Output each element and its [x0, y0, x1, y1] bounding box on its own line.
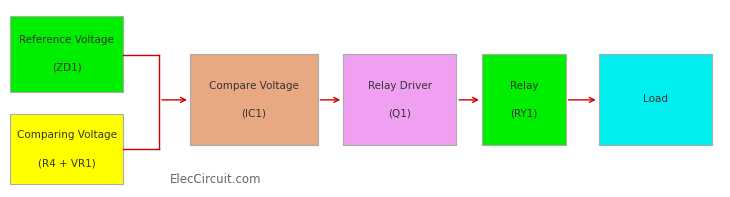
Text: ElecCircuit.com: ElecCircuit.com	[169, 173, 261, 186]
Text: Load: Load	[642, 95, 668, 104]
Text: Relay: Relay	[510, 81, 538, 91]
Bar	[190, 54, 318, 145]
Text: (Q1): (Q1)	[388, 108, 411, 118]
Text: Compare Voltage: Compare Voltage	[209, 81, 299, 91]
Text: (ZD1): (ZD1)	[52, 62, 82, 72]
Text: (IC1): (IC1)	[241, 108, 266, 118]
Bar	[599, 54, 712, 145]
Text: (R4 + VR1): (R4 + VR1)	[38, 158, 96, 168]
Bar	[343, 54, 456, 145]
Text: Comparing Voltage: Comparing Voltage	[17, 130, 117, 140]
Text: (RY1): (RY1)	[510, 108, 537, 118]
Bar	[10, 16, 123, 92]
Text: Reference Voltage: Reference Voltage	[20, 35, 114, 45]
Bar	[482, 54, 566, 145]
Bar	[10, 114, 123, 184]
Text: Relay Driver: Relay Driver	[368, 81, 431, 91]
